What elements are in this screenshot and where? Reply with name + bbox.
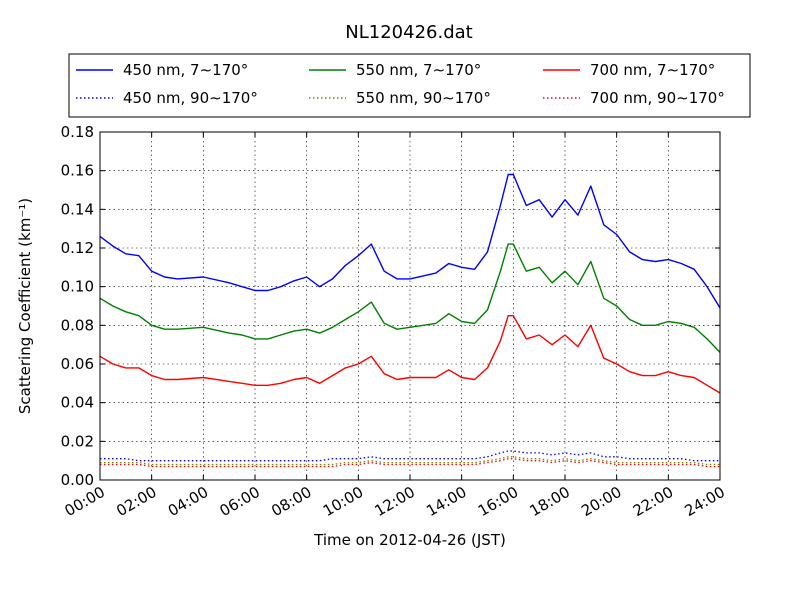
y-tick-labels: 0.00 0.02 0.04 0.06 0.08 0.10 0.12 0.14 0.16 0.18 — [61, 123, 94, 489]
legend-box — [68, 53, 751, 118]
y-tick-label: 0.02 — [61, 432, 94, 450]
series-line-5 — [100, 458, 720, 468]
series-line-2 — [99, 315, 721, 394]
y-tick-label: 0.12 — [61, 239, 94, 257]
y-axis-label: Scattering Coefficient (km⁻¹) — [16, 198, 34, 414]
legend-label: 450 nm, 90∼170° — [123, 89, 258, 107]
legend: 450 nm, 7∼170° 550 nm, 7∼170° 700 nm, 7∼17… — [68, 53, 751, 118]
y-tick-label: 0.08 — [61, 316, 94, 334]
y-tick-label: 0.04 — [61, 394, 94, 412]
legend-label: 550 nm, 7∼170° — [356, 61, 481, 79]
axis-ticks — [99, 131, 721, 481]
y-tick-label: 0.00 — [61, 471, 94, 489]
chart-title: NL120426.dat — [345, 22, 472, 43]
legend-label: 700 nm, 7∼170° — [590, 61, 715, 79]
x-axis-label: Time on 2012-04-26 (JST) — [313, 531, 506, 549]
series-lines — [99, 173, 721, 468]
series-line-4 — [100, 456, 720, 466]
y-tick-label: 0.18 — [61, 123, 94, 141]
legend-label: 450 nm, 7∼170° — [123, 61, 248, 79]
series-line-0 — [99, 173, 721, 309]
y-tick-label: 0.14 — [61, 200, 94, 218]
series-line-1 — [99, 243, 721, 353]
y-tick-label: 0.06 — [61, 355, 94, 373]
y-tick-label: 0.16 — [61, 162, 94, 180]
legend-label: 700 nm, 90∼170° — [590, 89, 725, 107]
legend-label: 550 nm, 90∼170° — [356, 89, 491, 107]
series-line-3 — [100, 450, 720, 462]
y-tick-label: 0.10 — [61, 278, 94, 296]
